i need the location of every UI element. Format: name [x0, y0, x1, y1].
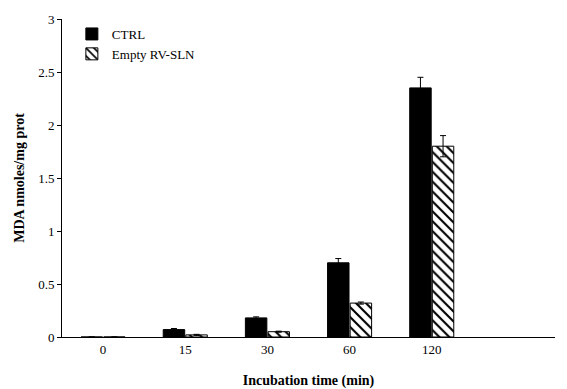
svg-text:30: 30 [261, 342, 274, 357]
svg-text:0.5: 0.5 [38, 277, 54, 292]
svg-text:3: 3 [48, 12, 55, 27]
svg-text:1.5: 1.5 [38, 171, 54, 186]
svg-text:120: 120 [422, 342, 442, 357]
svg-text:15: 15 [179, 342, 192, 357]
svg-text:2.5: 2.5 [38, 65, 54, 80]
svg-text:Incubation time (min): Incubation time (min) [243, 373, 375, 389]
svg-text:0: 0 [48, 330, 55, 345]
svg-text:Empty RV-SLN: Empty RV-SLN [112, 47, 195, 62]
svg-text:1: 1 [48, 224, 55, 239]
svg-text:2: 2 [48, 118, 55, 133]
svg-text:CTRL: CTRL [112, 27, 145, 42]
svg-text:MDA nmoles/mg prot: MDA nmoles/mg prot [12, 113, 27, 243]
svg-text:60: 60 [343, 342, 356, 357]
svg-text:0: 0 [100, 342, 107, 357]
